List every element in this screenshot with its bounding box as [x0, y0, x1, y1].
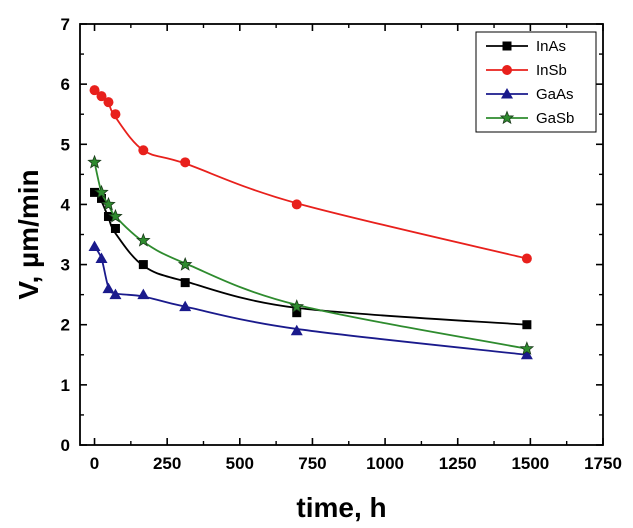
series-layer [87, 85, 535, 360]
data-point [108, 208, 123, 223]
data-point [522, 320, 532, 330]
data-point [177, 256, 193, 271]
data-point [87, 154, 102, 169]
legend-box [475, 31, 597, 133]
x-tick-label: 750 [298, 454, 326, 473]
data-point [102, 282, 115, 294]
data-point [291, 199, 302, 210]
y-tick-label: 6 [61, 75, 70, 94]
series-line [93, 246, 527, 356]
data-point [110, 223, 120, 233]
data-point [101, 196, 116, 211]
series-inas [90, 187, 532, 330]
data-point [138, 260, 148, 270]
legend: InAs InSb GaAs GaSb [475, 31, 597, 133]
legend-label: InSb [536, 62, 567, 79]
x-tick-label: 0 [90, 454, 99, 473]
series-line [94, 89, 528, 260]
data-point [521, 253, 532, 264]
series-gasb [87, 154, 535, 355]
data-point [180, 157, 191, 168]
legend-label: GaSb [536, 110, 574, 127]
data-point [520, 348, 533, 360]
y-tick-label: 5 [61, 135, 70, 154]
x-tick-label: 1250 [439, 454, 477, 473]
legend-marker [502, 65, 512, 75]
data-point [519, 341, 535, 355]
x-axis: 0 250 500 750 1000 1250 1500 1750 [90, 24, 622, 473]
series-gaas [88, 240, 533, 360]
legend-marker [501, 88, 513, 99]
legend-item: GaAs [486, 86, 574, 103]
data-point [109, 288, 122, 300]
x-tick-label: 1750 [584, 454, 622, 473]
y-tick-label: 7 [61, 15, 70, 34]
data-point [97, 193, 107, 203]
legend-marker [499, 110, 515, 125]
y-axis: 0 1 2 3 4 5 6 7 [61, 15, 603, 455]
legend-item: GaSb [486, 110, 574, 127]
y-tick-label: 0 [61, 436, 70, 455]
x-tick-label: 1000 [366, 454, 404, 473]
x-tick-label: 1500 [511, 454, 549, 473]
data-point [289, 299, 304, 313]
data-point [292, 308, 302, 318]
y-axis-title: V, µm/min [13, 169, 44, 299]
data-point [103, 97, 114, 108]
data-point [137, 288, 150, 300]
x-tick-label: 250 [153, 454, 181, 473]
data-point [180, 278, 190, 288]
data-point [94, 184, 109, 199]
data-point [90, 187, 100, 197]
x-axis-title: time, h [296, 492, 386, 523]
y-tick-label: 1 [61, 376, 70, 395]
y-tick-label: 3 [61, 256, 70, 275]
data-point [96, 91, 107, 102]
data-point [110, 109, 121, 120]
y-tick-label: 4 [61, 195, 71, 214]
data-point [88, 240, 101, 252]
data-point [138, 145, 149, 156]
legend-label: InAs [536, 38, 566, 55]
data-point [89, 85, 100, 96]
legend-item: InSb [486, 62, 567, 79]
data-point [290, 324, 303, 336]
y-tick-label: 2 [61, 316, 70, 335]
legend-marker [502, 41, 512, 51]
series-line [93, 190, 527, 326]
x-tick-label: 500 [226, 454, 254, 473]
legend-item: InAs [486, 38, 566, 55]
data-point [103, 211, 113, 221]
data-point [95, 252, 108, 264]
data-point [179, 300, 192, 312]
series-insb [89, 85, 532, 264]
legend-label: GaAs [536, 86, 574, 103]
data-point [136, 232, 151, 247]
